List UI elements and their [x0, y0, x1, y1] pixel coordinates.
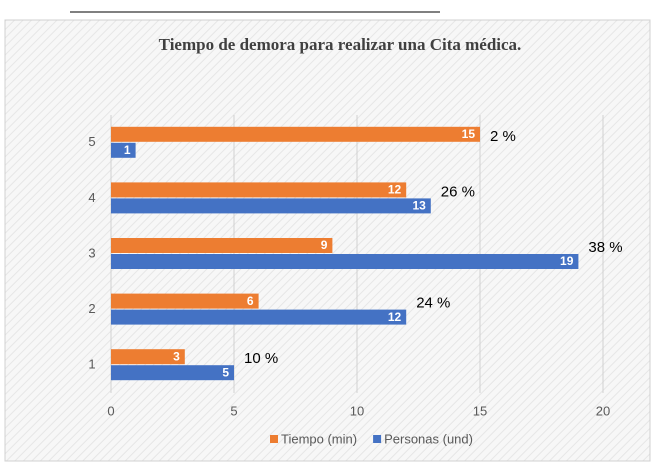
value-label: 15	[462, 127, 476, 141]
y-tick-label: 5	[88, 134, 95, 149]
y-tick-label: 1	[88, 357, 95, 372]
bar	[111, 182, 407, 198]
annotation: 2 %	[490, 128, 516, 145]
bar	[111, 198, 431, 214]
value-label: 12	[388, 310, 402, 324]
bar	[111, 349, 185, 365]
legend-label: Personas (und)	[384, 431, 473, 446]
value-label: 19	[560, 254, 574, 268]
annotation: 26 %	[441, 183, 475, 200]
value-label: 5	[222, 365, 229, 379]
annotation: 10 %	[244, 350, 278, 367]
value-label: 1	[124, 143, 131, 157]
bar	[111, 254, 579, 269]
x-tick-label: 10	[350, 403, 364, 418]
y-tick-label: 2	[88, 301, 95, 316]
value-label: 3	[173, 349, 180, 363]
x-tick-label: 5	[230, 403, 237, 418]
bar	[111, 293, 259, 309]
value-label: 6	[247, 294, 254, 308]
chart-title: Tiempo de demora para realizar una Cita …	[159, 35, 522, 54]
annotation: 38 %	[588, 239, 622, 256]
y-tick-label: 3	[88, 245, 95, 260]
bar	[111, 238, 333, 253]
legend-swatch	[373, 435, 382, 443]
bar	[111, 309, 407, 325]
value-label: 12	[388, 183, 402, 197]
value-label: 9	[321, 238, 328, 252]
legend-swatch	[270, 435, 278, 443]
bar	[111, 365, 234, 381]
bar	[111, 142, 136, 158]
annotation: 24 %	[416, 295, 450, 312]
value-label: 13	[412, 199, 426, 213]
x-tick-label: 0	[107, 403, 114, 418]
bar	[111, 126, 480, 142]
x-tick-label: 15	[473, 403, 487, 418]
y-tick-label: 4	[88, 190, 95, 205]
legend-label: Tiempo (min)	[281, 431, 357, 446]
x-tick-label: 20	[596, 403, 610, 418]
